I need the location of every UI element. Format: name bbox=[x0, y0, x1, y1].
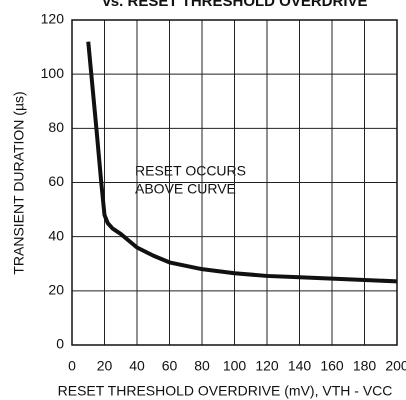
chart-title: vs. RESET THRESHOLD OVERDRIVE bbox=[102, 0, 367, 10]
y-tick-label: 40 bbox=[48, 227, 64, 243]
x-tick-label: 140 bbox=[288, 358, 312, 374]
x-tick-label: 200 bbox=[385, 358, 406, 374]
data-line bbox=[86, 41, 398, 284]
y-axis-label: TRANSIENT DURATION (µs) bbox=[11, 91, 27, 274]
x-tick-label: 0 bbox=[68, 358, 76, 374]
x-axis-label: RESET THRESHOLD OVERDRIVE (mV), VTH - VC… bbox=[58, 383, 393, 399]
x-tick-label: 100 bbox=[223, 358, 247, 374]
annotation: ABOVE CURVE bbox=[135, 181, 236, 197]
x-tick-label: 120 bbox=[255, 358, 279, 374]
y-tick-label: 100 bbox=[41, 65, 65, 81]
x-tick-label: 40 bbox=[129, 358, 145, 374]
y-tick-label: 120 bbox=[41, 11, 65, 27]
x-tick-label: 180 bbox=[353, 358, 377, 374]
y-tick-label: 80 bbox=[48, 119, 64, 135]
x-tick-label: 80 bbox=[194, 358, 210, 374]
x-tick-label: 60 bbox=[162, 358, 178, 374]
annotation: RESET OCCURS bbox=[135, 163, 246, 179]
x-tick-label: 160 bbox=[320, 358, 344, 374]
plot-frame bbox=[71, 19, 398, 346]
x-tick-label: 20 bbox=[97, 358, 113, 374]
y-tick-label: 0 bbox=[56, 336, 64, 352]
y-tick-label: 60 bbox=[48, 173, 64, 189]
y-tick-label: 20 bbox=[48, 282, 64, 298]
